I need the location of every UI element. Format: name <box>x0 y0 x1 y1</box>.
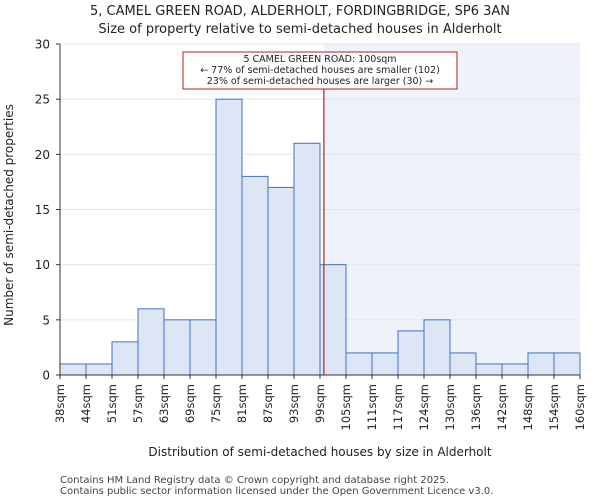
y-tick-label: 0 <box>42 369 50 383</box>
x-tick-label: 117sqm <box>391 384 405 430</box>
x-tick-label: 154sqm <box>547 384 561 430</box>
y-tick-label: 15 <box>35 203 50 217</box>
bar-57sqm <box>137 308 165 376</box>
footer-line-1: Contains HM Land Registry data © Crown c… <box>60 475 449 486</box>
chart-subtitle: Size of property relative to semi-detach… <box>98 22 501 37</box>
x-tick-label: 130sqm <box>443 384 457 430</box>
bar-38sqm <box>59 363 87 376</box>
y-axis-label: Number of semi-detached properties <box>2 104 16 326</box>
annotation-box: 5 CAMEL GREEN ROAD: 100sqm ← 77% of semi… <box>182 51 458 90</box>
y-tick-label: 30 <box>35 38 50 52</box>
bar-148sqm <box>527 352 555 376</box>
x-tick-label: 142sqm <box>495 384 509 430</box>
x-tick-label: 93sqm <box>287 384 301 423</box>
x-tick-label: 57sqm <box>131 384 145 423</box>
bar-111sqm <box>371 352 399 376</box>
x-tick-label: 111sqm <box>365 384 379 430</box>
x-tick-label: 136sqm <box>469 384 483 430</box>
bar-69sqm <box>189 319 217 376</box>
x-tick-label: 99sqm <box>313 384 327 423</box>
bar-63sqm <box>163 319 191 376</box>
annotation-line-1: 5 CAMEL GREEN ROAD: 100sqm <box>243 54 396 65</box>
x-tick-label: 160sqm <box>573 384 587 430</box>
bar-51sqm <box>111 341 139 376</box>
bar-44sqm <box>85 363 113 376</box>
x-tick-label: 148sqm <box>521 384 535 430</box>
x-tick-label: 81sqm <box>235 384 249 423</box>
bar-142sqm <box>501 363 529 376</box>
x-axis-label: Distribution of semi-detached houses by … <box>148 445 491 459</box>
bar-87sqm <box>267 186 295 376</box>
x-tick-label: 63sqm <box>157 384 171 423</box>
bar-81sqm <box>241 175 269 376</box>
x-tick-label: 124sqm <box>417 384 431 430</box>
x-ticks: 38sqm 44sqm 51sqm 57sqm 63sqm 69sqm 75sqm 81sqm… <box>53 375 587 430</box>
bar-93sqm <box>293 142 321 376</box>
bar-75sqm <box>215 98 243 376</box>
x-tick-label: 44sqm <box>79 384 93 423</box>
bars-group <box>59 98 581 376</box>
bar-130sqm <box>449 352 477 376</box>
x-tick-label: 75sqm <box>209 384 223 423</box>
x-tick-label: 38sqm <box>53 384 67 423</box>
annotation-line-2: ← 77% of semi-detached houses are smalle… <box>200 65 440 76</box>
bar-154sqm <box>553 352 581 376</box>
chart-title: 5, CAMEL GREEN ROAD, ALDERHOLT, FORDINGB… <box>90 4 510 19</box>
annotation-line-3: 23% of semi-detached houses are larger (… <box>207 76 434 87</box>
y-tick-label: 20 <box>35 148 50 162</box>
y-ticks: 0 5 10 15 20 25 30 <box>35 38 60 383</box>
x-tick-label: 69sqm <box>183 384 197 423</box>
bar-136sqm <box>475 363 503 376</box>
y-tick-label: 25 <box>35 93 50 107</box>
footer-line-2: Contains public sector information licen… <box>60 486 493 497</box>
bar-105sqm <box>345 352 373 376</box>
y-tick-label: 5 <box>42 313 50 327</box>
x-tick-label: 105sqm <box>339 384 353 430</box>
x-tick-label: 87sqm <box>261 384 275 423</box>
bar-124sqm <box>423 319 451 376</box>
x-tick-label: 51sqm <box>105 384 119 423</box>
annotation-border <box>182 51 458 90</box>
y-tick-label: 10 <box>35 258 50 272</box>
bar-117sqm <box>397 330 425 376</box>
